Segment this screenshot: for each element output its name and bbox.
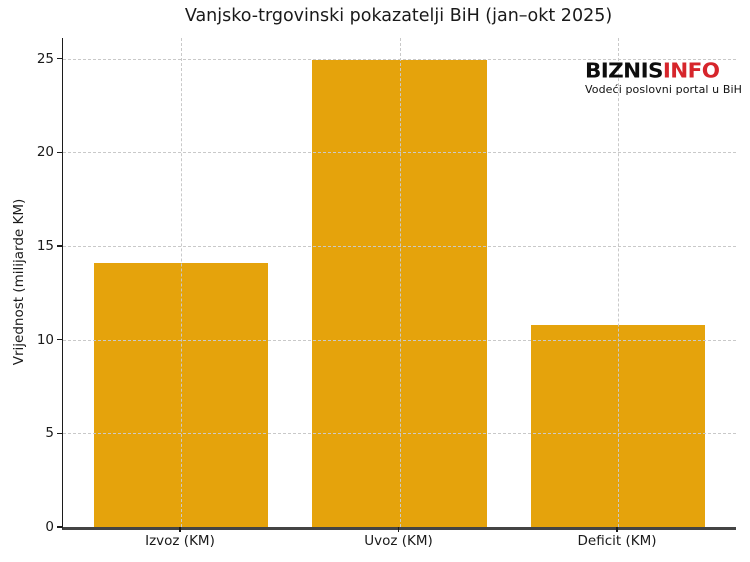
bar-uvoz-km [312, 60, 487, 527]
x-tick-mark-2 [616, 527, 618, 532]
y-tick-mark-20 [56, 151, 62, 153]
y-tick-label-5: 5 [45, 425, 54, 442]
bar-deficit-km [530, 324, 706, 527]
logo-wordmark: BIZNISINFO [585, 61, 742, 82]
y-tick-label-20: 20 [36, 144, 54, 161]
logo-text-biznis: BIZNIS [585, 59, 663, 84]
logo-text-info: INFO [662, 59, 720, 84]
y-tick-mark-15 [56, 245, 62, 247]
y-tick-mark-10 [56, 338, 62, 341]
y-tick-mark-0 [56, 526, 62, 528]
y-tick-mark-25 [56, 57, 62, 60]
biznisinfo-logo: BIZNISINFO Vodeći poslovni portal u BiH [585, 61, 742, 95]
chart-title: Vanjsko-trgovinski pokazatelji BiH (jan–… [184, 6, 613, 26]
y-tick-label-25: 25 [36, 50, 54, 67]
plot-area [62, 38, 736, 530]
y-tick-label-0: 0 [45, 519, 54, 535]
x-tick-mark-0 [179, 527, 181, 532]
y-tick-label-15: 15 [36, 237, 54, 254]
logo-tagline: Vodeći poslovni portal u BiH [585, 82, 742, 96]
x-tick-mark-1 [397, 527, 400, 532]
x-tick-label-2: Deficit (KM) [577, 533, 657, 549]
x-tick-label-1: Uvoz (KM) [364, 533, 433, 549]
y-tick-label-10: 10 [36, 331, 54, 348]
y-tick-mark-5 [56, 432, 62, 434]
x-tick-label-0: Izvoz (KM) [145, 533, 215, 549]
bar-izvoz-km [93, 262, 269, 527]
